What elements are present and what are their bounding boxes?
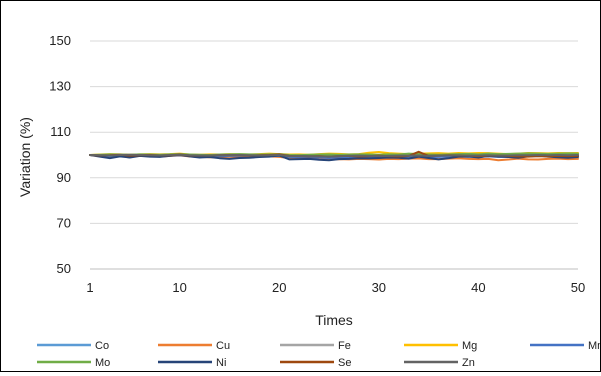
series-line-zn: [89, 153, 579, 158]
legend-label: Zn: [462, 357, 475, 369]
legend-label: Cu: [216, 340, 230, 352]
legend-label: Mo: [95, 357, 110, 369]
x-tick-label: 30: [372, 280, 386, 295]
y-tick-label: 90: [57, 170, 71, 185]
legend-label: Mn: [588, 340, 600, 352]
y-tick-label: 110: [50, 124, 71, 139]
legend-item-mg: Mg: [404, 340, 477, 352]
x-tick-label: 50: [571, 280, 585, 295]
series-lines: [89, 150, 579, 162]
x-tick-label: 40: [471, 280, 485, 295]
legend-label: Co: [95, 340, 109, 352]
y-tick-label: 70: [57, 215, 71, 230]
legend: Co Cu Fe Mg Mn Mo Ni Se Zn: [37, 340, 601, 369]
x-axis-title: Times: [315, 312, 353, 328]
legend-item-se: Se: [280, 357, 351, 369]
x-tick-label: 10: [172, 280, 186, 295]
y-axis-title: Variation (%): [17, 117, 33, 197]
legend-label: Se: [338, 357, 351, 369]
legend-label: Ni: [216, 357, 226, 369]
legend-item-mo: Mo: [37, 357, 110, 369]
legend-label: Fe: [338, 340, 351, 352]
legend-label: Mg: [462, 340, 477, 352]
legend-item-fe: Fe: [280, 340, 351, 352]
y-tick-label: 150: [49, 33, 71, 48]
y-tick-label: 130: [49, 79, 71, 94]
legend-item-mn: Mn: [530, 340, 601, 352]
gridlines: [90, 40, 578, 270]
x-tick-label: 1: [86, 280, 93, 295]
legend-item-ni: Ni: [158, 357, 226, 369]
legend-item-co: Co: [37, 340, 109, 352]
y-tick-label: 50: [57, 261, 71, 276]
legend-item-zn: Zn: [404, 357, 475, 369]
x-tick-label: 20: [272, 280, 286, 295]
legend-item-cu: Cu: [158, 340, 230, 352]
